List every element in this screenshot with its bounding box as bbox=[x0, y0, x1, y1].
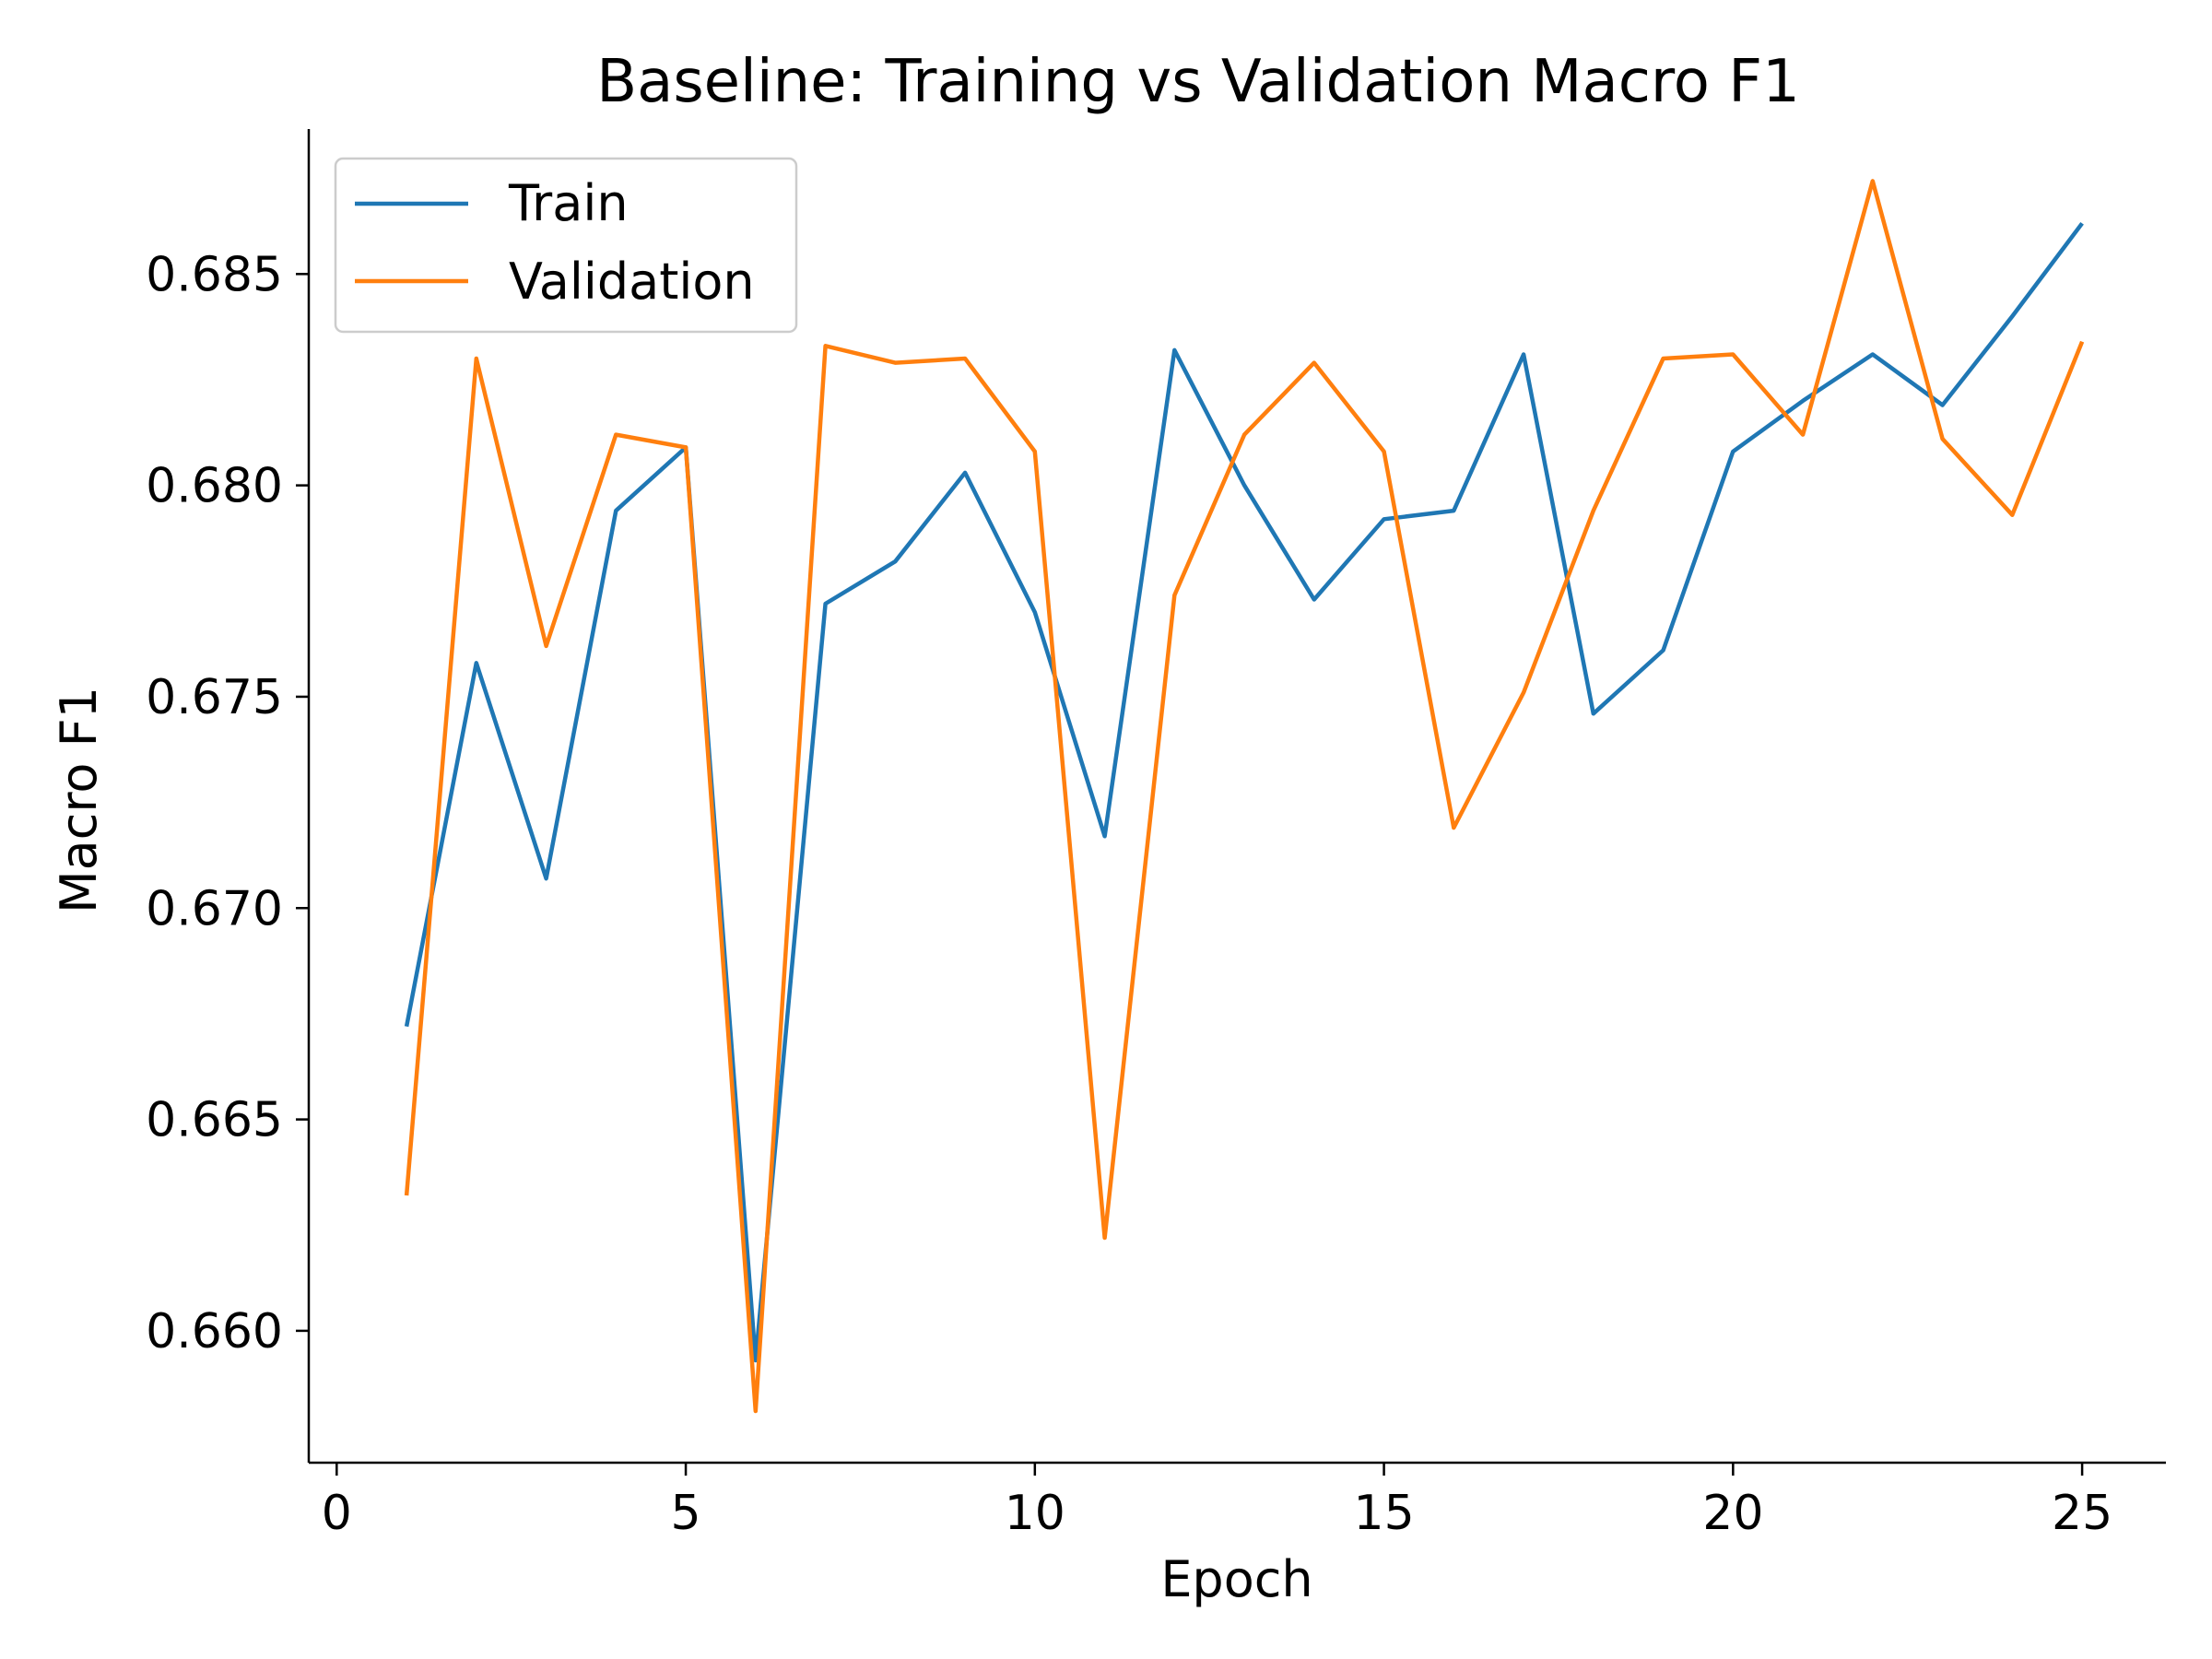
legend: Train Validation bbox=[334, 157, 798, 334]
legend-label-validation: Validation bbox=[509, 253, 755, 311]
x-tick-label: 20 bbox=[1702, 1486, 1763, 1541]
x-axis-ticks: 0 5 10 15 20 25 bbox=[322, 1463, 2112, 1541]
y-tick-label: 0.665 bbox=[146, 1093, 283, 1148]
legend-label-train: Train bbox=[508, 174, 629, 232]
y-tick-label: 0.675 bbox=[146, 670, 283, 725]
axes-spines bbox=[307, 129, 2166, 1465]
x-tick-label: 25 bbox=[2052, 1486, 2112, 1541]
x-tick-label: 0 bbox=[322, 1486, 352, 1541]
y-tick-label: 0.680 bbox=[146, 459, 283, 514]
x-axis-label: Epoch bbox=[1160, 1550, 1312, 1608]
y-axis-label: Macro F1 bbox=[50, 687, 108, 913]
y-tick-label: 0.685 bbox=[146, 247, 283, 302]
x-tick-label: 10 bbox=[1005, 1486, 1065, 1541]
series-line-train bbox=[404, 221, 2084, 1363]
x-tick-label: 15 bbox=[1353, 1486, 1414, 1541]
series-lines bbox=[404, 179, 2085, 1414]
chart-title: Baseline: Training vs Validation Macro F… bbox=[596, 48, 1800, 116]
x-tick-label: 5 bbox=[671, 1486, 701, 1541]
y-axis-ticks: 0.660 0.665 0.670 0.675 0.680 0.685 bbox=[146, 247, 309, 1359]
y-tick-label: 0.670 bbox=[146, 881, 283, 936]
series-line-validation bbox=[404, 179, 2085, 1414]
y-tick-label: 0.660 bbox=[146, 1304, 283, 1359]
